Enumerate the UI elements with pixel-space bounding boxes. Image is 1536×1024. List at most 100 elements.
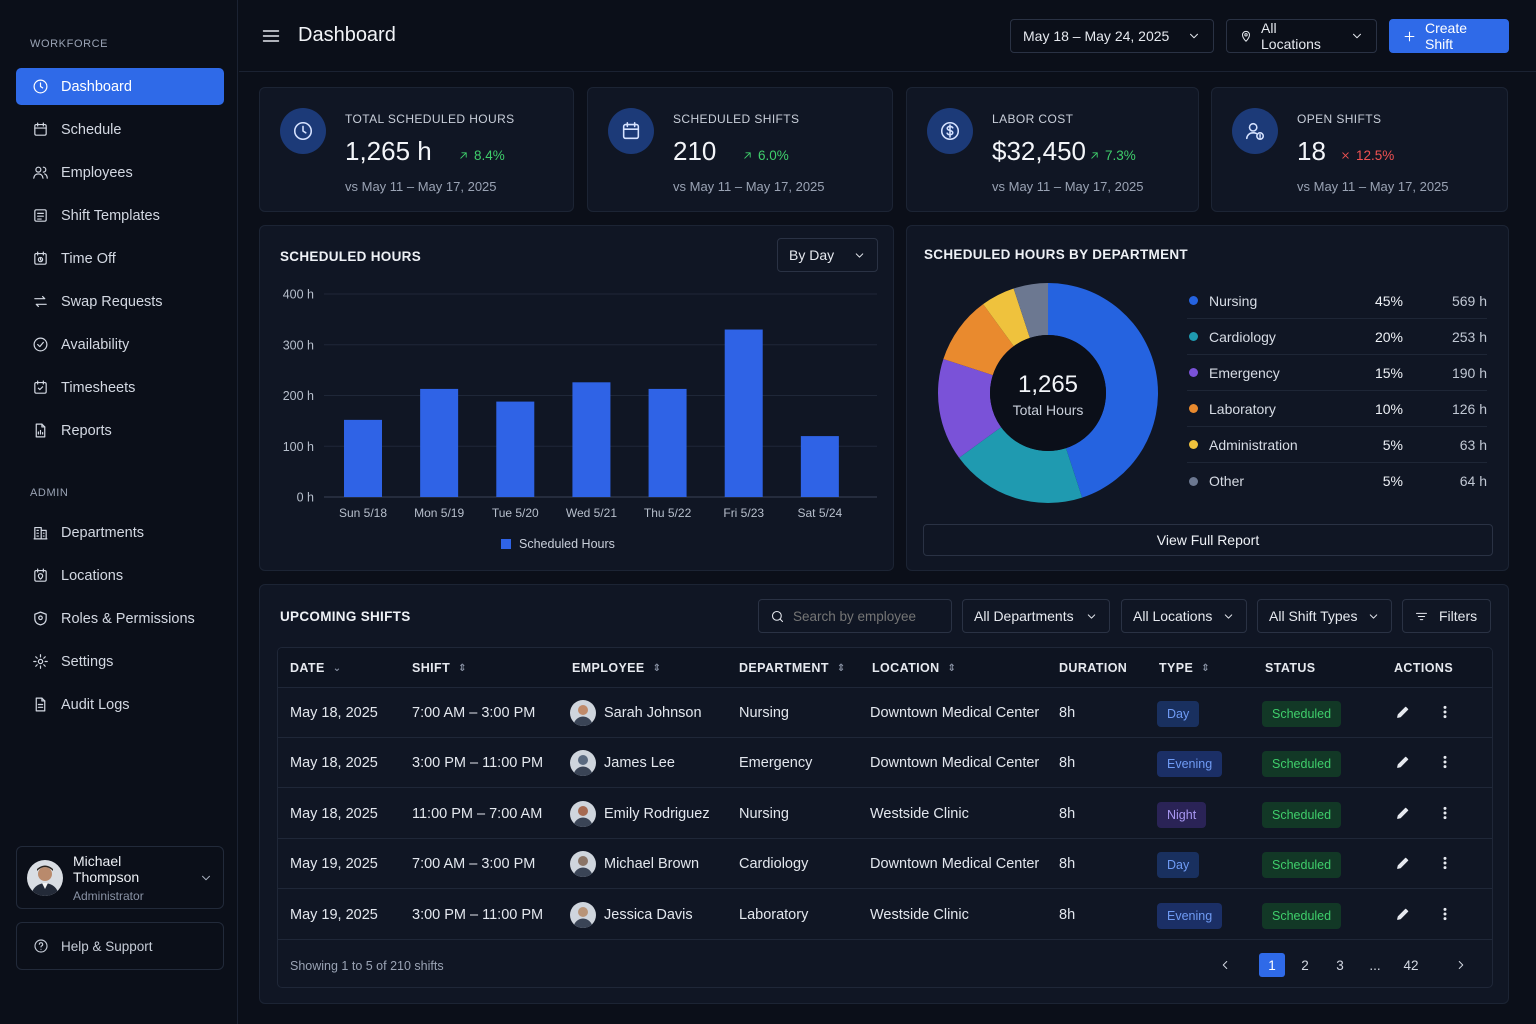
page-button-1[interactable]: 1 <box>1259 953 1285 977</box>
sidebar-item-departments[interactable]: Departments <box>16 514 224 551</box>
column-header-location[interactable]: LOCATION ⇕ <box>872 661 956 675</box>
chevron-right-icon <box>1458 961 1464 969</box>
user-menu[interactable]: Michael Thompson Administrator <box>16 846 224 909</box>
edit-icon[interactable] <box>1395 805 1411 821</box>
prev-page-button[interactable] <box>1212 953 1238 977</box>
sidebar-item-label: Locations <box>61 567 124 584</box>
page-button-2[interactable]: 2 <box>1292 953 1318 977</box>
kpi-delta-value: 7.3% <box>1105 148 1136 163</box>
legend-percent: 10% <box>1374 400 1403 417</box>
cell-employee: Michael Brown <box>570 851 699 878</box>
more-options-icon[interactable] <box>1437 855 1453 871</box>
bar-thu-5-22[interactable] <box>648 388 687 497</box>
donut-slice-other[interactable] <box>1013 283 1048 338</box>
check-circle-icon <box>33 337 48 352</box>
edit-icon[interactable] <box>1395 906 1411 922</box>
sidebar-item-settings[interactable]: Settings <box>16 643 224 680</box>
bar-mon-5-19[interactable] <box>420 388 459 497</box>
more-options-icon[interactable] <box>1437 805 1453 821</box>
cell-department: Laboratory <box>739 906 809 923</box>
status-badge: Scheduled <box>1262 801 1342 828</box>
page-button-3[interactable]: 3 <box>1327 953 1353 977</box>
table-row[interactable]: May 18, 2025 3:00 PM – 11:00 PM James Le… <box>278 738 1492 789</box>
bar-fri-5-23[interactable] <box>724 329 763 497</box>
legend-hours: 253 h <box>1451 328 1487 345</box>
x-tick-label: Mon 5/19 <box>414 506 464 520</box>
location-filter[interactable]: All Locations <box>1226 19 1377 53</box>
sidebar-item-dashboard[interactable]: Dashboard <box>16 68 224 105</box>
bar-wed-5-21[interactable] <box>572 382 611 497</box>
table-row[interactable]: May 18, 2025 7:00 AM – 3:00 PM Sarah Joh… <box>278 688 1492 738</box>
column-header-label: DATE <box>290 661 325 675</box>
pagination-ellipsis: ... <box>1362 953 1388 977</box>
help-support-link[interactable]: Help & Support <box>16 922 224 970</box>
legend-hours: 64 h <box>1459 473 1487 489</box>
legend-row-nursing: Nursing 45% 569 h <box>1187 283 1487 319</box>
bar-sun-5-18[interactable] <box>344 419 382 497</box>
donut-slice-laboratory[interactable] <box>943 304 1014 376</box>
kpi-card-4: OPEN SHIFTS 18 12.5% vs May 11 – May 17,… <box>1211 87 1508 212</box>
employee-search[interactable] <box>758 599 952 633</box>
kpi-label: OPEN SHIFTS <box>1297 112 1382 126</box>
sidebar-item-audit-logs[interactable]: Audit Logs <box>16 686 224 723</box>
sidebar-item-timesheets[interactable]: Timesheets <box>16 369 224 406</box>
more-options-icon[interactable] <box>1437 906 1453 922</box>
timesheet-icon <box>34 380 47 394</box>
shift-location-filter[interactable]: All Locations <box>1121 599 1247 633</box>
edit-icon[interactable] <box>1395 704 1411 720</box>
sidebar-item-roles-permissions[interactable]: Roles & Permissions <box>16 600 224 637</box>
table-row[interactable]: May 18, 2025 11:00 PM – 7:00 AM Emily Ro… <box>278 789 1492 839</box>
sidebar-item-shift-templates[interactable]: Shift Templates <box>16 197 224 234</box>
page-button-42[interactable]: 42 <box>1398 953 1424 977</box>
more-options-icon[interactable] <box>1437 704 1453 720</box>
create-shift-button[interactable]: Create Shift <box>1389 19 1509 53</box>
column-header-department[interactable]: DEPARTMENT ⇕ <box>739 661 846 675</box>
bar-tue-5-20[interactable] <box>496 401 535 497</box>
column-header-label: EMPLOYEE <box>572 661 645 675</box>
donut-slice-cardiology[interactable] <box>959 427 1083 503</box>
chevron-down-icon <box>1353 33 1361 39</box>
column-header-shift[interactable]: SHIFT ⇕ <box>412 661 467 675</box>
type-badge: Evening <box>1157 902 1223 929</box>
search-icon <box>771 610 784 622</box>
shifts-table: DATE ⌄ SHIFT ⇕ EMPLOYEE ⇕ DEPARTMENT ⇕ LOCATION ⇕… <box>277 647 1493 988</box>
edit-icon[interactable] <box>1395 855 1411 871</box>
x-tick-label: Tue 5/20 <box>492 506 539 520</box>
view-full-report-button[interactable]: View Full Report <box>923 524 1493 556</box>
kpi-label: LABOR COST <box>992 112 1074 126</box>
table-row[interactable]: May 19, 2025 3:00 PM – 11:00 PM Jessica … <box>278 890 1492 940</box>
sidebar-item-time-off[interactable]: Time Off <box>16 240 224 277</box>
sidebar-item-employees[interactable]: Employees <box>16 154 224 191</box>
date-range-label: May 18 – May 24, 2025 <box>1023 28 1170 44</box>
table-row[interactable]: May 19, 2025 7:00 AM – 3:00 PM Michael B… <box>278 839 1492 890</box>
edit-icon[interactable] <box>1395 754 1411 770</box>
bar-sat-5-24[interactable] <box>800 436 839 497</box>
sidebar-item-schedule[interactable]: Schedule <box>16 111 224 148</box>
granularity-select[interactable]: By Day <box>777 238 878 272</box>
donut-slice-administration[interactable] <box>983 288 1030 347</box>
donut-slice-nursing[interactable] <box>1048 283 1158 498</box>
sidebar-item-reports[interactable]: Reports <box>16 412 224 449</box>
shift-type-filter[interactable]: All Shift Types <box>1257 599 1392 633</box>
donut-slice-emergency[interactable] <box>938 359 1002 458</box>
sidebar-item-label: Departments <box>61 524 145 541</box>
building-icon <box>33 526 48 540</box>
next-page-button[interactable] <box>1448 953 1474 977</box>
department-filter[interactable]: All Departments <box>962 599 1110 633</box>
sidebar-item-swap-requests[interactable]: Swap Requests <box>16 283 224 320</box>
column-header-label: DEPARTMENT <box>739 661 829 675</box>
sidebar-item-availability[interactable]: Availability <box>16 326 224 363</box>
column-header-type[interactable]: TYPE ⇕ <box>1159 661 1210 675</box>
search-input[interactable] <box>793 608 943 624</box>
type-badge: Day <box>1157 701 1200 727</box>
column-header-date[interactable]: DATE ⌄ <box>290 661 341 675</box>
date-range-picker[interactable]: May 18 – May 24, 2025 <box>1010 19 1214 53</box>
hamburger-menu-icon[interactable] <box>261 26 281 46</box>
filters-button[interactable]: Filters <box>1402 599 1491 633</box>
column-header-actions: ACTIONS <box>1394 661 1453 675</box>
time-off-icon <box>34 251 47 265</box>
column-header-employee[interactable]: EMPLOYEE ⇕ <box>572 661 661 675</box>
view-report-label: View Full Report <box>1156 532 1260 548</box>
more-options-icon[interactable] <box>1437 754 1453 770</box>
sidebar-item-locations[interactable]: Locations <box>16 557 224 594</box>
